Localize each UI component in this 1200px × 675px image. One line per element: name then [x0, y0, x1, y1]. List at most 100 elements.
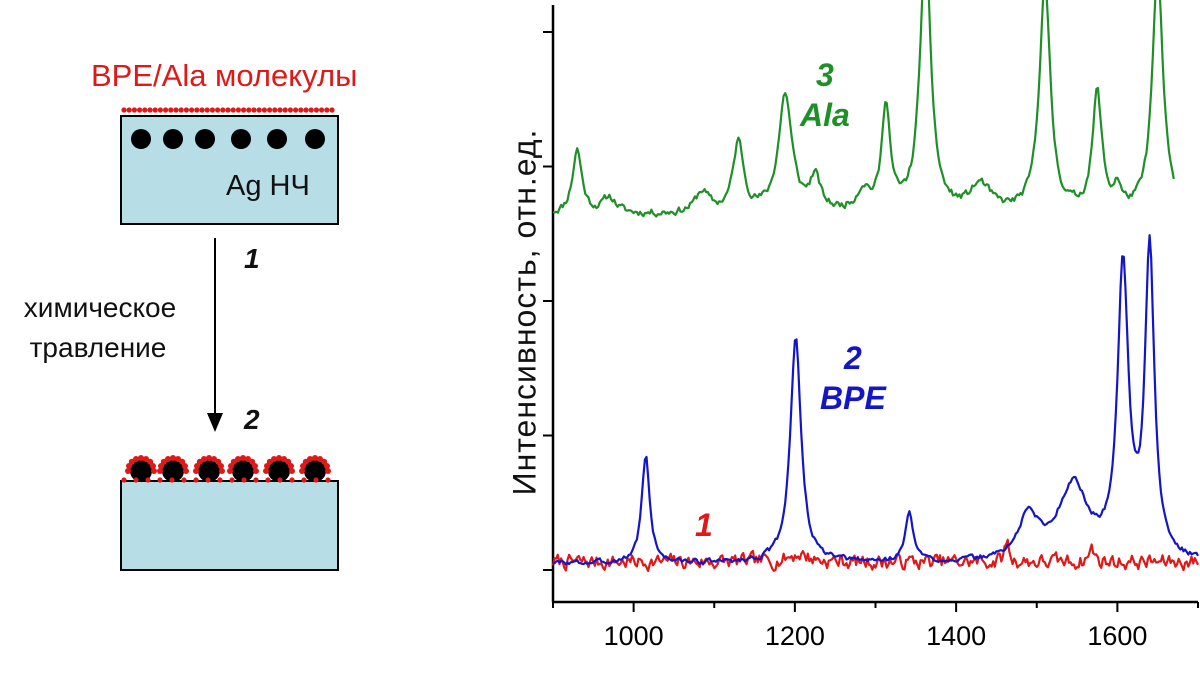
molecule-dot [157, 107, 163, 113]
series-label-line: Ala [800, 97, 850, 133]
molecule-dot [201, 456, 207, 462]
molecule-dot [271, 456, 277, 462]
etched-nanoparticles [121, 455, 331, 483]
molecule-dot [319, 107, 325, 113]
etched-nanoparticle [162, 460, 184, 482]
molecule-dot [240, 455, 246, 461]
substrate-block-2 [120, 480, 339, 571]
molecule-dot [289, 468, 295, 474]
molecule-dot [205, 477, 211, 483]
molecule-dot [183, 107, 189, 113]
etched-nanoparticle [232, 460, 254, 482]
molecule-dot [246, 107, 252, 113]
molecule-dot [169, 477, 175, 483]
series-label-line: BPE [820, 380, 886, 416]
molecule-dot [194, 107, 200, 113]
molecule-dot [199, 107, 205, 113]
molecule-dot [133, 477, 139, 483]
molecule-dot [178, 107, 184, 113]
step-2-label: 2 [244, 404, 260, 435]
molecule-dot [181, 477, 187, 483]
molecule-dot [277, 107, 283, 113]
y-axis-label: Интенсивность, отн.ед. [506, 128, 543, 496]
molecule-dot [217, 477, 223, 483]
ag-nanoparticle [231, 129, 251, 149]
molecule-dot [227, 468, 233, 474]
molecule-dot [307, 456, 313, 462]
molecule-dot [137, 107, 143, 113]
etched-nanoparticle [130, 460, 152, 482]
molecule-dot [299, 468, 305, 474]
molecule-dots-top [121, 107, 335, 113]
series-line [551, 538, 1199, 573]
molecule-dot [325, 468, 331, 474]
molecule-dot [282, 107, 288, 113]
molecules-label: BPE/Ala молекулы [91, 58, 358, 93]
molecule-dot [131, 107, 137, 113]
etched-nanoparticle [304, 460, 326, 482]
molecule-dot [163, 107, 169, 113]
molecule-dot [193, 477, 199, 483]
ag-nanoparticle [305, 129, 325, 149]
molecule-dot [133, 456, 139, 462]
molecule-dot [267, 107, 273, 113]
series-label-line: 3 [816, 57, 834, 93]
molecule-dot [126, 107, 132, 113]
molecule-dot [206, 455, 212, 461]
ag-nanoparticles-row [131, 129, 325, 149]
molecule-dot [261, 107, 267, 113]
etched-nanoparticle [268, 460, 290, 482]
molecule-dot [147, 107, 153, 113]
etching-label-line1: химическое [23, 292, 177, 323]
molecule-dot [215, 107, 221, 113]
molecule-dot [125, 468, 131, 474]
molecule-dot [189, 107, 195, 113]
molecule-dot [241, 477, 247, 483]
molecule-dot [313, 107, 319, 113]
molecule-dot [293, 107, 299, 113]
molecule-dot [218, 463, 224, 469]
x-tick-label: 1400 [926, 621, 986, 651]
molecule-dot [145, 477, 151, 483]
molecule-dot [157, 468, 163, 474]
molecule-dot [256, 107, 262, 113]
process-arrow-head [207, 413, 223, 432]
molecule-dot [272, 107, 278, 113]
ag-nanoparticle [267, 129, 287, 149]
molecule-dot [165, 456, 171, 462]
molecule-dot [151, 468, 157, 474]
molecule-dot [303, 107, 309, 113]
molecule-dot [150, 463, 156, 469]
molecule-dot [276, 455, 282, 461]
series-label-line: 2 [844, 340, 862, 376]
x-tick-labels: 1000 1200 1400 1600 [604, 621, 1148, 651]
molecule-dot [121, 107, 127, 113]
molecule-dot [241, 107, 247, 113]
x-tick-label: 1600 [1087, 621, 1147, 651]
molecule-dot [301, 477, 307, 483]
molecule-dot [329, 107, 335, 113]
molecule-dot [142, 107, 148, 113]
molecule-dot [287, 107, 293, 113]
molecule-dot [324, 463, 330, 469]
molecule-dot [313, 477, 319, 483]
molecule-dot [324, 107, 330, 113]
molecule-dot [182, 463, 188, 469]
etching-label: химическое травление [0, 288, 200, 368]
x-tick-label: 1000 [604, 621, 664, 651]
molecule-dot [312, 455, 318, 461]
molecule-dot [235, 456, 241, 462]
molecule-dot [235, 107, 241, 113]
molecule-dot [209, 107, 215, 113]
molecule-dot [308, 107, 314, 113]
series-line [552, 0, 1175, 218]
molecule-dot [325, 477, 331, 483]
chart-axes [543, 5, 1199, 612]
molecule-dot [252, 463, 258, 469]
molecule-dot [220, 107, 226, 113]
molecule-dot [229, 477, 235, 483]
molecule-dot [253, 468, 259, 474]
etched-nanoparticle [198, 460, 220, 482]
molecule-dot [168, 107, 174, 113]
